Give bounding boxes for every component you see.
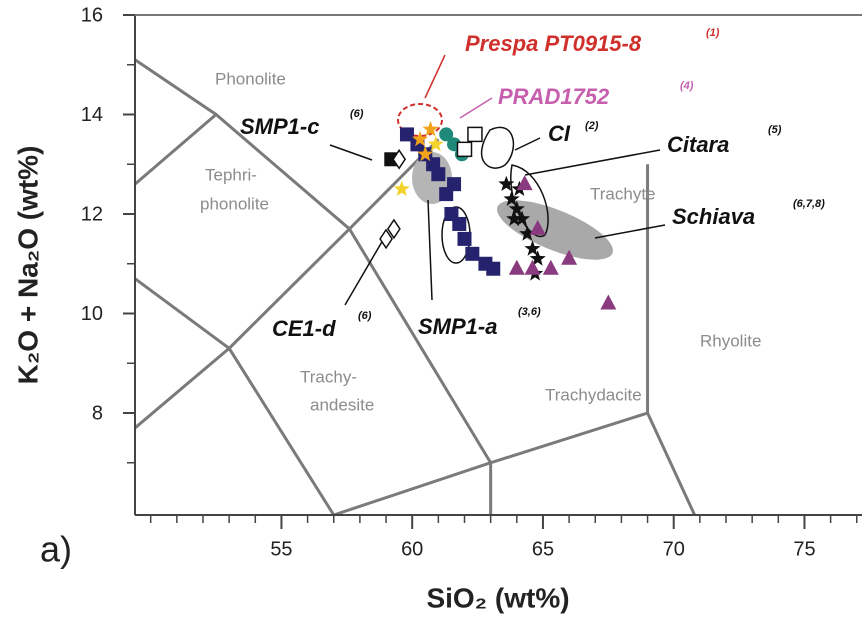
data-point	[519, 225, 536, 241]
data-point	[600, 294, 617, 310]
data-point	[392, 148, 407, 170]
data-point	[393, 180, 410, 196]
annotation-ref: (4)	[680, 80, 694, 92]
boundary-line	[646, 412, 696, 516]
field-label: phonolite	[200, 194, 269, 213]
field-label: Trachydacite	[545, 385, 642, 404]
annotation: SMP1-a	[418, 314, 497, 339]
data-point	[506, 210, 523, 226]
arrows	[329, 54, 666, 306]
data-point	[529, 250, 546, 266]
annotation: Schiava	[672, 204, 755, 229]
y-axis-title: K₂O + Na₂O (wt%)	[12, 146, 43, 385]
x-axis-title: SiO₂ (wt%)	[426, 582, 569, 613]
annotation: Prespa PT0915-8	[465, 31, 642, 56]
arrow	[514, 137, 541, 151]
annotation-ref: (5)	[768, 124, 782, 136]
annotation-ref: (2)	[585, 120, 599, 132]
data-point	[516, 175, 533, 191]
field-label: Trachyte	[590, 184, 656, 203]
data-point	[417, 145, 434, 162]
data-point	[467, 126, 483, 143]
annotation: CE1-d	[272, 316, 336, 341]
data-point	[427, 135, 444, 152]
data-point	[439, 127, 454, 142]
data-point	[498, 175, 515, 191]
ci-contour	[480, 126, 515, 169]
data-point	[379, 228, 393, 250]
x-tick-label: 55	[270, 538, 292, 560]
arrow	[459, 97, 493, 119]
x-tick-label: 70	[663, 538, 685, 560]
field-label: Phonolite	[215, 69, 286, 88]
tas-boundaries	[134, 58, 696, 517]
x-tick-label: 75	[793, 538, 815, 560]
data-point	[508, 259, 525, 275]
data-point	[542, 259, 559, 275]
data-point	[529, 219, 546, 235]
field-label: Trachy-	[300, 367, 357, 386]
boundary-line	[134, 138, 440, 430]
data-point	[503, 190, 520, 206]
boundary-line	[134, 113, 218, 186]
field-label: andesite	[310, 395, 374, 414]
y-tick-label: 10	[81, 303, 103, 325]
boundary-line	[227, 347, 336, 516]
annotation: SMP1-c	[240, 114, 319, 139]
x-tick-label: 60	[401, 538, 423, 560]
panel-label: a)	[40, 529, 72, 570]
annotation-ref: (6,7,8)	[793, 198, 825, 210]
data-point	[422, 120, 439, 137]
arrow	[344, 239, 384, 306]
data-point	[524, 259, 541, 275]
data-point	[508, 200, 525, 216]
arrow	[524, 149, 661, 176]
annotation-ref: (3,6)	[518, 306, 541, 318]
annotation: CI	[548, 121, 571, 146]
field-label: Rhyolite	[700, 331, 761, 350]
data-point	[486, 261, 501, 276]
annotation: Citara	[667, 132, 729, 157]
arrow	[427, 199, 433, 301]
annotation-ref: (6)	[358, 310, 372, 322]
data-point	[465, 246, 480, 261]
schiava-envelope	[497, 200, 613, 260]
prespa-contour	[397, 103, 443, 137]
boundary-line	[333, 460, 493, 517]
data-point	[456, 141, 473, 158]
data-point	[514, 210, 531, 226]
x-tick-label: 65	[532, 538, 554, 560]
arrow	[329, 144, 373, 161]
data-point	[452, 216, 467, 231]
y-tick-label: 14	[81, 104, 103, 126]
field-label: Tephri-	[205, 165, 257, 184]
arrow	[424, 54, 446, 99]
data-point	[386, 218, 401, 240]
data-point	[431, 167, 446, 182]
y-tick-label: 16	[81, 4, 103, 26]
data-point	[447, 177, 462, 192]
annotation-ref: (1)	[706, 27, 720, 39]
arrow	[594, 224, 666, 239]
annotation: PRAD1752	[498, 84, 610, 109]
data-point	[457, 231, 472, 246]
annotation-ref: (6)	[350, 108, 364, 120]
boundary-line	[348, 164, 650, 465]
y-tick-label: 12	[81, 203, 103, 225]
data-point	[561, 249, 578, 265]
data-point	[412, 130, 429, 147]
y-tick-label: 8	[92, 402, 103, 424]
boundary-line	[134, 277, 231, 350]
data-point	[524, 240, 541, 256]
